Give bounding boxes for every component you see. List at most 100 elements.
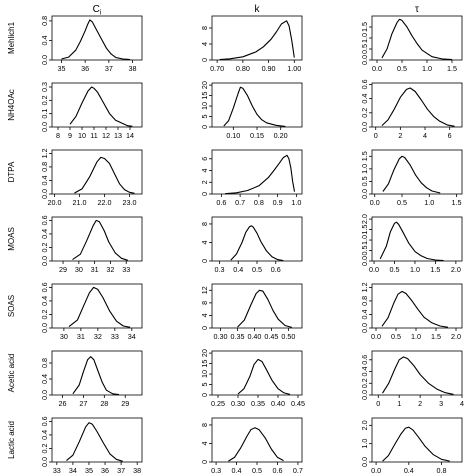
- x-tick-label: 0.4: [404, 466, 414, 474]
- y-tick-label: 0.0: [360, 323, 369, 333]
- y-tick-label: 0.0: [40, 122, 49, 132]
- y-tick-label: 0.0: [40, 390, 49, 400]
- y-tick-label: 0.0: [360, 122, 369, 132]
- panel-frame: [51, 15, 143, 61]
- x-tick-label: 30: [75, 265, 83, 274]
- panel-k-4: 0.30 0.35 0.40 0.45 0.50 0 4 8 12: [200, 283, 303, 341]
- x-tick-label: 0: [374, 131, 378, 140]
- y-tick-label: 0: [200, 326, 209, 330]
- row-label: MOAS: [7, 227, 16, 251]
- x-tick-label: 0.0: [370, 198, 380, 207]
- y-tick-label: 0.4: [40, 229, 49, 239]
- y-tick-label: 0.2: [40, 309, 49, 319]
- y-tick-label: 2: [200, 180, 209, 184]
- y-tick-label: 0.4: [40, 175, 49, 185]
- y-tick-label: 0.1: [40, 109, 49, 119]
- panel-k-0: 0.70 0.80 0.90 1.00 0 4 8: [200, 15, 303, 73]
- panel-C-1: 8 9 10 11 12 13 14 0.0 0.1 0.2 0.3: [40, 82, 143, 140]
- panel-k-6: 0.3 0.4 0.5 0.6 0.7 0 4 8: [200, 417, 303, 474]
- y-tick-label: 0: [200, 125, 209, 129]
- panel-frame: [51, 82, 143, 128]
- column-title-k: k: [255, 4, 261, 15]
- row-label: Acetic acid: [7, 354, 16, 393]
- y-tick-label: 0.6: [40, 416, 49, 426]
- y-tick-label: 1.2: [360, 282, 369, 292]
- x-tick-label: 0.0: [371, 466, 381, 474]
- x-tick-label: 0.30: [231, 399, 245, 408]
- x-tick-label: 2.0: [451, 265, 461, 274]
- panel-k-1: 0.10 0.15 0.20 0 5 10 15 20: [200, 81, 303, 140]
- x-tick-label: 11: [90, 131, 97, 140]
- panel-k-2: 0.6 0.7 0.8 0.9 1.0 0 2 4 6: [200, 149, 303, 207]
- x-tick-label: 4: [460, 399, 464, 408]
- panel-frame: [371, 82, 463, 128]
- y-tick-label: 0.0: [40, 189, 49, 199]
- panel-frame: [371, 15, 463, 61]
- density-curve: [72, 219, 128, 261]
- y-tick-label: 0.0: [360, 55, 369, 65]
- y-tick-label: 0.2: [40, 95, 49, 105]
- panel-tau-4: 0.0 0.5 1.0 1.5 2.0 0.0 0.4 0.8 1.2: [360, 282, 463, 341]
- y-tick-label: 5: [200, 383, 209, 387]
- density-curve: [69, 86, 133, 127]
- x-tick-label: 8: [56, 131, 60, 140]
- y-tick-label: 1.5: [360, 151, 369, 161]
- panel-tau-6: 0.0 0.4 0.8 0.0 1.0 2.0: [360, 417, 463, 474]
- x-tick-label: 0.6: [216, 198, 226, 207]
- density-curve: [66, 422, 123, 462]
- x-tick-label: 1.0: [422, 64, 432, 73]
- y-tick-label: 8: [200, 222, 209, 226]
- x-tick-label: 4: [423, 131, 427, 140]
- x-tick-label: 38: [133, 466, 141, 474]
- x-tick-label: 2.0: [451, 332, 461, 341]
- panel-k-3: 0.3 0.4 0.5 0.6 0 4 8: [200, 216, 303, 274]
- density-curve: [382, 426, 450, 462]
- y-tick-label: 0.6: [360, 355, 369, 365]
- y-tick-label: 0.4: [360, 94, 369, 104]
- x-tick-label: 32: [94, 332, 102, 341]
- x-tick-label: 21.0: [73, 198, 87, 207]
- density-curve: [237, 358, 291, 395]
- y-tick-label: 0.4: [40, 35, 49, 45]
- density-curve: [381, 18, 453, 61]
- y-tick-label: 15: [200, 92, 209, 100]
- x-tick-label: 0.45: [291, 399, 305, 408]
- density-curve: [223, 86, 286, 127]
- x-tick-label: 0.45: [264, 332, 278, 341]
- panel-frame: [51, 216, 143, 262]
- y-tick-label: 1.2: [40, 148, 49, 158]
- x-tick-label: 0.0: [369, 265, 379, 274]
- y-tick-label: 0.8: [40, 162, 49, 172]
- x-tick-label: 0.35: [230, 332, 244, 341]
- panel-frame: [211, 216, 303, 262]
- x-tick-label: 35: [85, 466, 93, 474]
- x-tick-label: 2: [398, 131, 402, 140]
- x-tick-label: 0.50: [281, 332, 295, 341]
- density-curve: [382, 356, 454, 395]
- y-tick-label: 0: [200, 192, 209, 196]
- y-tick-label: 0.2: [40, 443, 49, 453]
- x-tick-label: 30: [60, 332, 68, 341]
- panel-C-3: 29 30 31 32 33 0.0 0.2 0.4 0.6: [40, 215, 143, 274]
- x-tick-label: 28: [100, 399, 108, 408]
- x-tick-label: 23.0: [123, 198, 137, 207]
- x-tick-label: 0.9: [273, 198, 283, 207]
- x-tick-label: 22.0: [98, 198, 112, 207]
- x-tick-label: 0.40: [271, 399, 285, 408]
- x-tick-label: 0.4: [233, 265, 243, 274]
- panel-frame: [371, 350, 463, 396]
- x-tick-label: 1.00: [287, 64, 301, 73]
- y-tick-label: 0.4: [40, 296, 49, 306]
- y-tick-label: 0.4: [40, 430, 49, 440]
- y-tick-label: 15: [200, 360, 209, 368]
- panel-frame: [211, 350, 303, 396]
- x-tick-label: 0.5: [391, 332, 401, 341]
- y-tick-label: 4: [200, 169, 209, 173]
- panel-C-5: 26 27 28 29 0.0 0.4 0.8: [40, 350, 143, 408]
- panel-frame: [51, 149, 143, 195]
- density-curve: [379, 221, 444, 262]
- density-curve: [382, 155, 441, 194]
- y-tick-label: 2.0: [360, 214, 369, 224]
- x-tick-label: 0.0: [372, 64, 382, 73]
